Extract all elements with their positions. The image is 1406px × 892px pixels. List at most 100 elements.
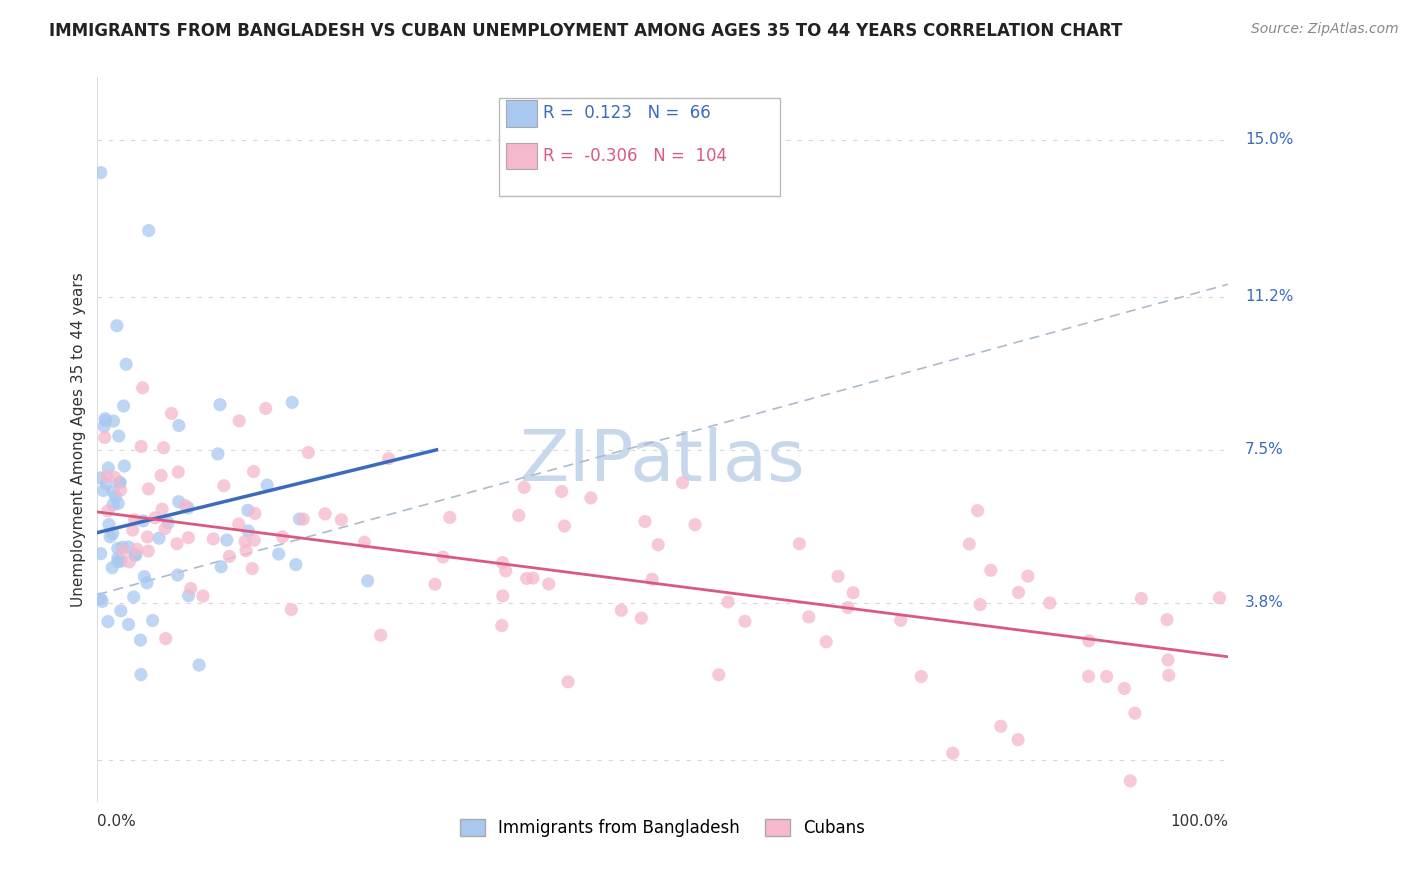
Point	[93, 430, 115, 444]
Point	[98, 530, 121, 544]
Point	[166, 536, 188, 550]
Point	[789, 537, 811, 551]
Point	[97, 615, 120, 629]
Point	[208, 398, 231, 412]
Point	[148, 531, 170, 545]
Point	[1114, 681, 1136, 696]
Point	[124, 548, 146, 562]
Point	[209, 559, 232, 574]
Point	[107, 551, 129, 566]
Point	[707, 667, 730, 681]
Point	[129, 667, 152, 681]
Point	[242, 465, 264, 479]
Point	[153, 521, 176, 535]
Point	[553, 519, 575, 533]
Text: Source: ZipAtlas.com: Source: ZipAtlas.com	[1251, 22, 1399, 37]
Point	[980, 563, 1002, 577]
Point	[630, 611, 652, 625]
Y-axis label: Unemployment Among Ages 35 to 44 years: Unemployment Among Ages 35 to 44 years	[72, 272, 86, 607]
Point	[550, 484, 572, 499]
Point	[101, 498, 124, 512]
Point	[238, 524, 260, 538]
Point	[105, 318, 128, 333]
Point	[218, 549, 240, 564]
Point	[1039, 596, 1062, 610]
Point	[297, 445, 319, 459]
Point	[491, 618, 513, 632]
Point	[314, 507, 336, 521]
Text: 3.8%: 3.8%	[1244, 596, 1284, 610]
Point	[94, 411, 117, 425]
Point	[717, 595, 740, 609]
Point	[97, 504, 120, 518]
Point	[155, 632, 177, 646]
Point	[112, 458, 135, 473]
Point	[966, 503, 988, 517]
Point	[103, 414, 125, 428]
Point	[610, 603, 633, 617]
Point	[495, 564, 517, 578]
Point	[815, 634, 838, 648]
Point	[129, 439, 152, 453]
Point	[174, 499, 197, 513]
Point	[370, 628, 392, 642]
Point	[513, 480, 536, 494]
Point	[117, 540, 139, 554]
Point	[288, 512, 311, 526]
Point	[121, 523, 143, 537]
Point	[150, 502, 173, 516]
Point	[177, 589, 200, 603]
Point	[152, 441, 174, 455]
Text: ZIPatlas: ZIPatlas	[520, 426, 806, 496]
Point	[837, 600, 859, 615]
Point	[136, 544, 159, 558]
Point	[180, 582, 202, 596]
Point	[110, 483, 132, 498]
Point	[188, 658, 211, 673]
Point	[1077, 633, 1099, 648]
Point	[1007, 585, 1029, 599]
Point	[212, 479, 235, 493]
Point	[1130, 591, 1153, 606]
Point	[101, 561, 124, 575]
Point	[138, 223, 160, 237]
Point	[254, 401, 277, 416]
Point	[439, 510, 461, 524]
Point	[243, 533, 266, 548]
Point	[236, 503, 259, 517]
Point	[281, 395, 304, 409]
Point	[115, 357, 138, 371]
Point	[423, 577, 446, 591]
Point	[117, 617, 139, 632]
Legend: Immigrants from Bangladesh, Cubans: Immigrants from Bangladesh, Cubans	[453, 813, 872, 844]
Point	[97, 461, 120, 475]
Point	[104, 489, 127, 503]
Point	[353, 535, 375, 549]
Text: R =  0.123   N =  66: R = 0.123 N = 66	[543, 104, 710, 122]
Point	[90, 547, 112, 561]
Point	[1007, 732, 1029, 747]
Point	[233, 534, 256, 549]
Point	[129, 633, 152, 648]
Point	[124, 513, 146, 527]
Point	[110, 554, 132, 568]
Point	[97, 517, 120, 532]
Point	[734, 615, 756, 629]
Point	[240, 561, 263, 575]
Point	[537, 577, 560, 591]
Point	[491, 556, 513, 570]
Point	[1119, 773, 1142, 788]
Point	[508, 508, 530, 523]
Point	[990, 719, 1012, 733]
Point	[157, 516, 180, 530]
Point	[101, 484, 124, 499]
Point	[377, 451, 399, 466]
Point	[94, 414, 117, 428]
Point	[492, 589, 515, 603]
Point	[132, 514, 155, 528]
Point	[90, 471, 112, 485]
Point	[167, 465, 190, 479]
Point	[207, 447, 229, 461]
Point	[107, 496, 129, 510]
Point	[110, 475, 132, 490]
